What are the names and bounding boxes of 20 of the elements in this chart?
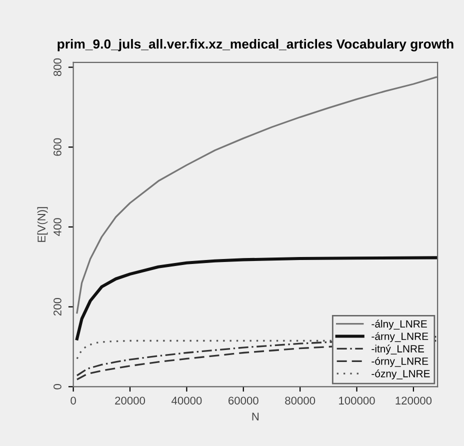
y-tick-label: 200 [54, 298, 62, 316]
x-tick-label: 20000 [115, 396, 146, 405]
x-tick-label: 80000 [285, 396, 316, 405]
legend-label: -itný_LNRE [372, 344, 424, 355]
x-tick-label: 100000 [339, 396, 375, 405]
x-tick-label: 120000 [396, 396, 432, 405]
legend-label: -órny_LNRE [372, 357, 428, 367]
x-axis-title: N [252, 412, 259, 420]
y-tick-label: 600 [54, 138, 62, 156]
legend-label: -árny_LNRE [372, 332, 428, 342]
legend-label: -ózny_LNRE [372, 370, 430, 380]
chart-title: prim_9.0_juls_all.ver.fix.xz_medical_articles Vocabulary growth [58, 38, 454, 52]
x-tick-label: 40000 [172, 396, 202, 405]
legend-label: -álny_LNRE [372, 320, 427, 330]
y-axis-title: E[V(N)] [37, 207, 48, 242]
y-tick-label: 800 [54, 58, 62, 76]
x-tick-label: 0 [70, 396, 76, 405]
x-tick-label: 60000 [228, 396, 258, 405]
y-tick-label: 0 [54, 384, 62, 390]
y-tick-label: 400 [54, 218, 62, 236]
